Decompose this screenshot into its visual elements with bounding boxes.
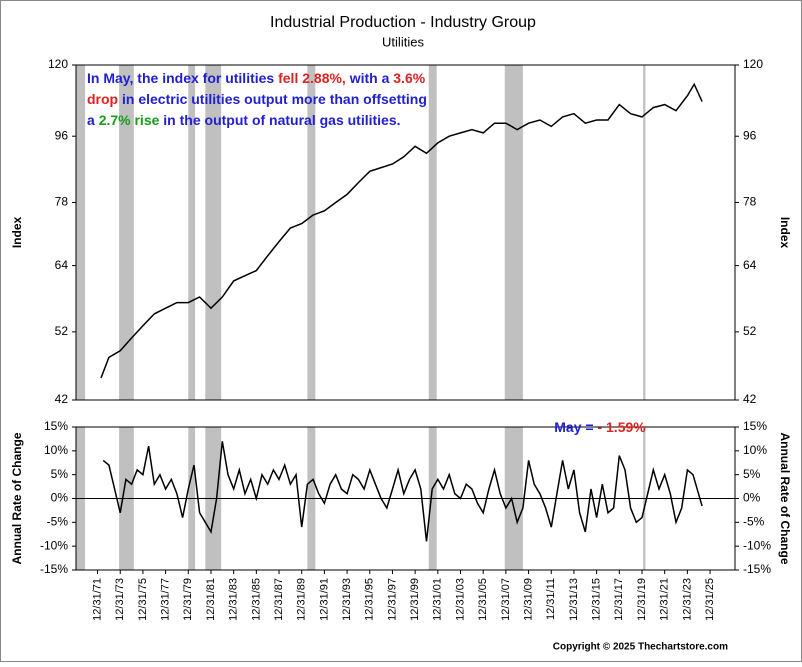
annotation-segment: In May, the index for utilities <box>87 70 278 86</box>
recession-band <box>643 65 646 400</box>
chart-title: Industrial Production - Industry Group <box>270 14 536 31</box>
y-tick-label-right: 10% <box>743 443 767 457</box>
y-tick-label-right: 0% <box>743 491 761 505</box>
y-tick-label: 96 <box>55 128 69 142</box>
y-tick-label: 42 <box>55 392 69 406</box>
y-axis-label-right: Index <box>778 217 792 249</box>
y-axis-label: Annual Rate of Change <box>10 432 24 564</box>
annotation: In May, the index for utilities fell 2.8… <box>87 70 426 86</box>
recession-band <box>205 65 222 400</box>
y-tick-label: 52 <box>55 324 69 338</box>
recession-band <box>428 65 437 400</box>
y-tick-label-right: 120 <box>743 57 763 71</box>
x-tick-label: 12/31/97 <box>386 578 398 621</box>
x-tick-label: 12/31/71 <box>91 578 103 621</box>
y-tick-label: 15% <box>44 419 68 433</box>
annotation-segment: a <box>87 112 99 128</box>
x-tick-label: 12/31/95 <box>364 578 376 621</box>
x-tick-label: 12/31/15 <box>591 578 603 621</box>
x-tick-label: 12/31/09 <box>522 578 534 621</box>
x-tick-label: 12/31/93 <box>341 578 353 621</box>
annotation-segment: drop <box>87 91 118 107</box>
x-tick-label: 12/31/99 <box>409 578 421 621</box>
y-tick-label-right: 96 <box>743 128 757 142</box>
annotation: drop in electric utilities output more t… <box>87 91 427 107</box>
x-tick-label: 12/31/25 <box>704 578 716 621</box>
x-tick-label: 12/31/77 <box>160 578 172 621</box>
y-tick-label-right: 42 <box>743 392 757 406</box>
recession-band <box>188 65 196 400</box>
y-tick-label: 78 <box>55 195 69 209</box>
y-axis-label: Index <box>10 217 24 249</box>
recession-band <box>119 65 134 400</box>
annotation-segment: with a <box>346 70 393 86</box>
x-tick-label: 12/31/91 <box>318 578 330 621</box>
y-tick-label: -10% <box>40 538 68 552</box>
x-tick-label: 12/31/23 <box>681 578 693 621</box>
annotation: May = - 1.59% <box>554 419 646 435</box>
y-tick-label: 0% <box>51 491 69 505</box>
chart-subtitle: Utilities <box>382 34 424 49</box>
x-tick-label: 12/31/05 <box>477 578 489 621</box>
annotation-segment: - 1.59% <box>597 419 646 435</box>
annotation-segment: fell 2.88%, <box>278 70 346 86</box>
x-tick-label: 12/31/79 <box>182 578 194 621</box>
y-tick-label: 64 <box>55 258 69 272</box>
annotation-segment: in electric utilities output more than o… <box>118 91 427 107</box>
x-tick-label: 12/31/07 <box>500 578 512 621</box>
y-tick-label-right: 52 <box>743 324 757 338</box>
x-tick-label: 12/31/73 <box>114 578 126 621</box>
y-tick-label: 5% <box>51 467 69 481</box>
y-tick-label: 10% <box>44 443 68 457</box>
annotation-segment: 3.6% <box>393 70 425 86</box>
data-line <box>102 441 703 542</box>
y-tick-label-right: -10% <box>743 538 771 552</box>
data-line <box>100 82 703 379</box>
x-tick-label: 12/31/85 <box>250 578 262 621</box>
x-tick-label: 12/31/19 <box>636 578 648 621</box>
y-tick-label-right: 5% <box>743 467 761 481</box>
y-tick-label: -15% <box>40 562 68 576</box>
y-tick-label: 120 <box>48 57 68 71</box>
annotation-segment: in the output of natural gas utilities. <box>159 112 400 128</box>
recession-band <box>504 65 523 400</box>
y-tick-label-right: 15% <box>743 419 767 433</box>
recession-band <box>76 65 86 400</box>
x-tick-label: 12/31/13 <box>568 578 580 621</box>
x-tick-label: 12/31/81 <box>205 578 217 621</box>
y-tick-label: -5% <box>47 515 69 529</box>
x-tick-label: 12/31/89 <box>296 578 308 621</box>
annotation: a 2.7% rise in the output of natural gas… <box>87 112 401 128</box>
x-tick-label: 12/31/11 <box>545 578 557 620</box>
plot-border <box>75 64 736 401</box>
x-tick-label: 12/31/83 <box>228 578 240 621</box>
y-tick-label-right: 78 <box>743 195 757 209</box>
x-tick-label: 12/31/01 <box>432 578 444 621</box>
y-tick-label-right: -5% <box>743 515 765 529</box>
copyright: Copyright © 2025 Thechartstore.com <box>553 642 728 653</box>
x-tick-label: 12/31/03 <box>454 578 466 621</box>
y-tick-label-right: 64 <box>743 258 757 272</box>
annotation-segment: May = <box>554 419 597 435</box>
x-tick-label: 12/31/87 <box>273 578 285 621</box>
x-tick-label: 12/31/75 <box>137 578 149 621</box>
annotation-segment: 2.7% rise <box>99 112 160 128</box>
y-tick-label-right: -15% <box>743 562 771 576</box>
x-tick-label: 12/31/21 <box>659 578 671 621</box>
y-axis-label-right: Annual Rate of Change <box>778 432 792 564</box>
recession-band <box>307 65 316 400</box>
x-tick-label: 12/31/17 <box>613 578 625 621</box>
